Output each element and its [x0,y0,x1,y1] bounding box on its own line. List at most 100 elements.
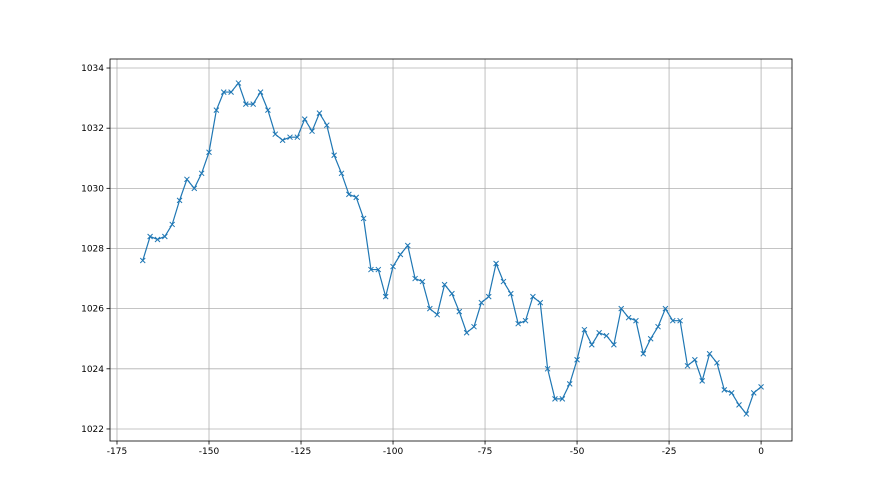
marker [677,317,683,324]
y-tick-label: 1022 [81,425,104,435]
marker [191,185,198,192]
marker [537,299,544,306]
marker [611,341,617,348]
axes-frame [109,58,793,442]
marker [213,107,220,113]
marker [287,134,293,141]
marker [390,263,396,270]
x-tick-label: 0 [758,447,764,457]
plot [139,80,764,417]
marker [493,260,499,267]
marker [471,323,477,330]
marker [198,170,205,177]
marker [235,80,242,86]
marker [500,278,507,285]
marker [515,320,522,327]
marker [176,197,183,204]
y-tick-label: 1032 [81,124,104,134]
marker [220,89,227,95]
marker [603,332,610,339]
marker [618,305,625,312]
marker [375,266,382,273]
marker [272,131,279,138]
marker [309,128,315,135]
marker [588,341,595,348]
marker [412,275,418,282]
marker [434,311,441,318]
marker [507,290,514,297]
marker [640,350,647,357]
y-tick-label: 1034 [81,64,104,74]
marker [139,257,146,264]
marker [655,323,661,330]
y-tick-label: 1028 [81,244,104,254]
marker [250,101,257,107]
x-tick-label: -50 [570,447,585,457]
marker [228,89,234,95]
marker [721,387,728,393]
marker [485,293,492,300]
marker [574,356,580,363]
marker [669,317,676,324]
marker [662,305,669,312]
marker [449,290,455,297]
marker [750,390,757,396]
marker [279,137,286,144]
marker [265,107,271,113]
marker [316,110,323,116]
marker [184,176,190,183]
marker [404,242,411,249]
marker [301,116,308,123]
marker [257,89,264,95]
marker [331,152,337,159]
y-tick-label: 1026 [81,305,104,315]
marker [736,402,742,408]
marker [625,314,632,321]
marker [441,281,448,288]
marker [544,365,551,372]
marker [456,308,463,315]
marker [147,233,153,240]
marker [559,396,566,402]
marker [368,266,374,273]
marker [161,233,168,240]
y-tick-label: 1030 [81,184,104,194]
x-tick-label: -125 [291,447,311,457]
marker [463,329,470,336]
marker [530,293,536,300]
marker [596,329,602,336]
marker [728,390,735,396]
marker [706,350,713,357]
marker [353,194,360,201]
grid: -175 -150 -125 -100 -75 -50 -25 0 1022 1024 1026 10… [81,59,792,457]
x-tick-label: -100 [383,447,404,457]
x-tick-label: -75 [478,447,493,457]
marker [552,396,558,402]
marker [522,317,529,324]
marker [566,380,573,387]
x-tick-label: -150 [199,447,220,457]
marker [360,215,367,222]
x-tick-label: -175 [107,447,127,457]
marker [743,411,750,417]
marker [426,305,433,312]
marker [714,359,720,366]
marker [684,362,691,369]
marker [691,356,698,363]
marker [647,335,654,342]
x-tick-label: -25 [662,447,677,457]
y-tick-label: 1024 [81,365,104,375]
marker [338,170,345,177]
marker [758,384,764,390]
marker [419,278,426,285]
marker [242,101,249,107]
marker [478,299,485,306]
marker [169,221,176,228]
marker [294,134,301,141]
marker [323,122,330,129]
marker [206,149,212,156]
marker [382,293,389,300]
marker [346,191,352,198]
